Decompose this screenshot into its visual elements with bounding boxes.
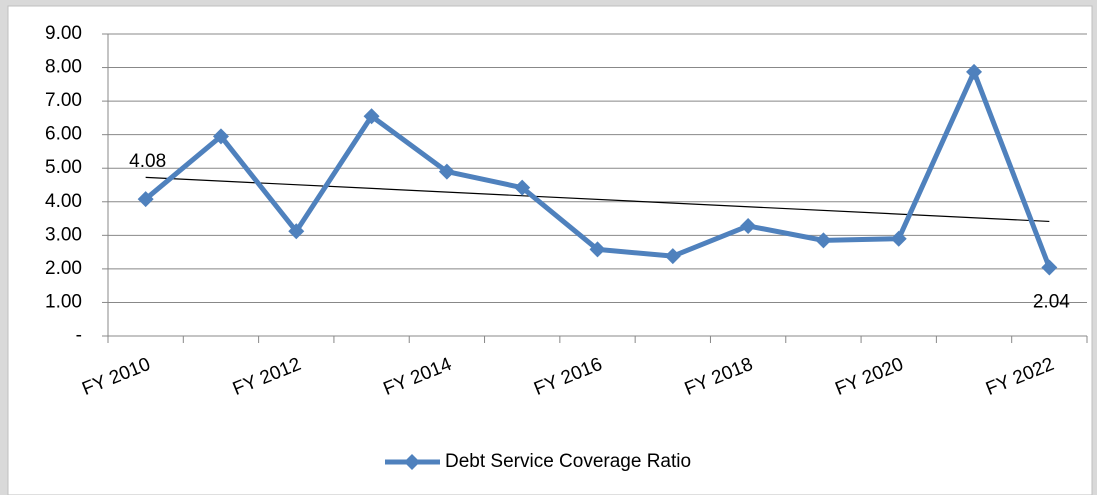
y-tick-label: 8.00 xyxy=(45,57,82,78)
y-tick-label: 3.00 xyxy=(45,224,82,245)
data-point xyxy=(438,163,455,180)
legend-marker xyxy=(404,454,420,470)
data-point xyxy=(664,248,681,265)
data-point xyxy=(966,63,983,80)
data-point xyxy=(589,241,606,258)
data-label: 4.08 xyxy=(129,151,166,172)
y-tick-label: 9.00 xyxy=(45,23,82,44)
data-point xyxy=(137,191,154,208)
y-tick-label: 5.00 xyxy=(45,157,82,178)
data-point xyxy=(514,179,531,196)
y-tick-label: 2.00 xyxy=(45,258,82,279)
data-point xyxy=(363,108,380,125)
y-tick-label: 6.00 xyxy=(45,124,82,145)
data-point xyxy=(890,230,907,247)
data-point xyxy=(212,128,229,145)
y-tick-label: 1.00 xyxy=(45,291,82,312)
legend-label: Debt Service Coverage Ratio xyxy=(445,451,691,472)
chart-area xyxy=(7,5,1093,495)
data-point xyxy=(815,232,832,249)
data-point xyxy=(1041,259,1058,276)
data-point xyxy=(740,217,757,234)
data-label: 2.04 xyxy=(1033,292,1070,313)
y-tick-label: 7.00 xyxy=(45,90,82,111)
y-tick-label: - xyxy=(76,325,82,346)
y-tick-label: 4.00 xyxy=(45,191,82,212)
trendline xyxy=(145,176,1050,223)
data-point xyxy=(288,223,305,240)
